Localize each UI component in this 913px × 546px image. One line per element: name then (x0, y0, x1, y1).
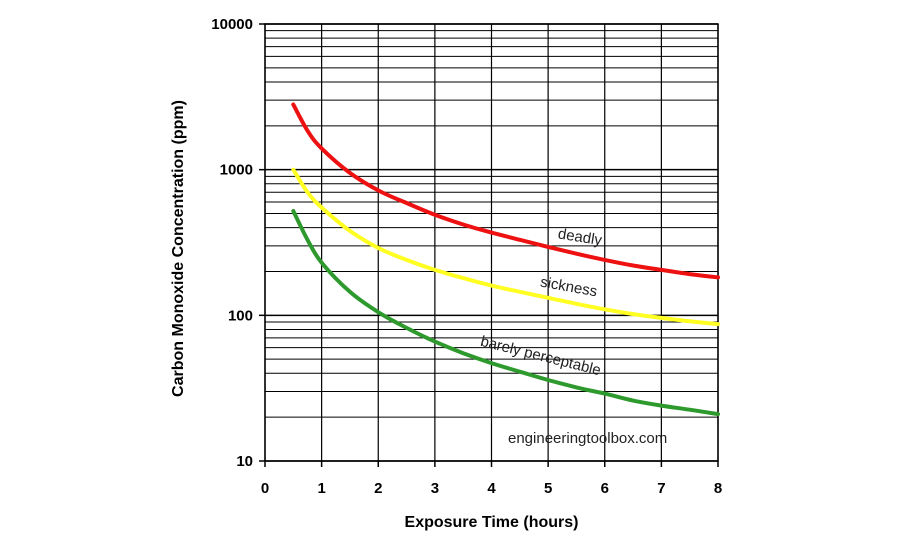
x-tick-label: 4 (487, 480, 496, 497)
y-tick-label: 10000 (211, 16, 253, 33)
x-tick-label: 0 (261, 480, 269, 497)
y-tick-labels: 10 100 1000 10000 (211, 16, 253, 470)
x-tick-label: 7 (657, 480, 665, 497)
series-label-deadly: deadly (557, 225, 604, 249)
x-tick-label: 3 (431, 480, 439, 497)
x-tick-label: 2 (374, 480, 382, 497)
source-watermark: engineeringtoolbox.com (508, 430, 667, 447)
x-tick-label: 5 (544, 480, 552, 497)
y-axis-title: Carbon Monoxide Concentration (ppm) (170, 100, 187, 397)
x-tick-label: 1 (317, 480, 325, 497)
series-label-barely-perceptable: barely perceptable (479, 333, 603, 379)
plot-frame (264, 23, 719, 462)
series-line-sickness (291, 167, 720, 327)
x-axis-title: Exposure Time (hours) (405, 514, 579, 531)
x-tick-label: 6 (601, 480, 609, 497)
x-tick-labels: 0 1 2 3 4 5 6 7 8 (261, 480, 722, 497)
y-tick-label: 1000 (220, 162, 253, 179)
series-line-deadly (291, 102, 720, 280)
y-tick-label: 10 (236, 453, 253, 470)
series-line-barely-perceptable (291, 209, 720, 417)
y-tick-label: 100 (228, 307, 253, 324)
x-tick-label: 8 (714, 480, 722, 497)
series-layer (291, 102, 720, 417)
